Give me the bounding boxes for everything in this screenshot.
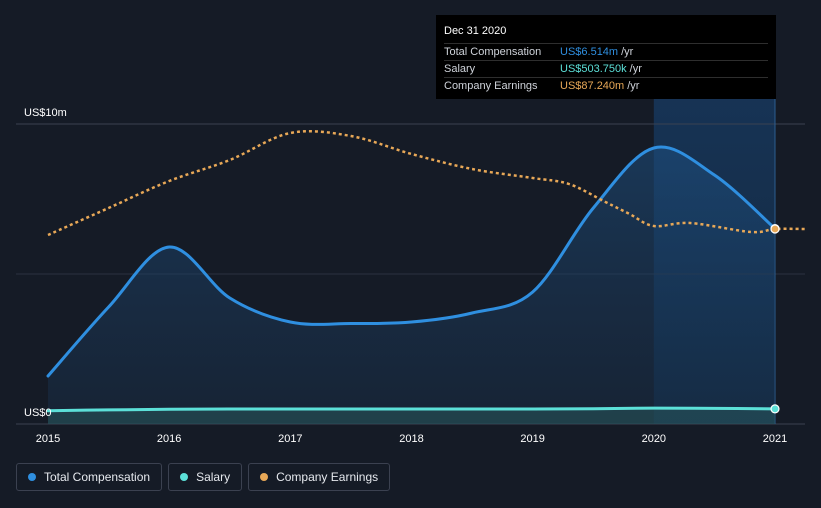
legend-label: Company Earnings (276, 470, 379, 484)
legend-item-company-earnings[interactable]: Company Earnings (248, 463, 391, 491)
tooltip-label: Salary (444, 63, 476, 75)
x-tick-label: 2015 (36, 433, 60, 445)
x-tick-label: 2018 (399, 433, 423, 445)
tooltip-date: Dec 31 2020 (444, 25, 507, 37)
data-tooltip: Dec 31 2020 Total Compensation US$6.514m… (436, 15, 776, 99)
legend-item-total-compensation[interactable]: Total Compensation (16, 463, 163, 491)
legend-label: Salary (196, 470, 231, 484)
tooltip-label: Company Earnings (444, 80, 538, 92)
tooltip-unit: /yr (629, 63, 642, 75)
salary-line (46, 406, 777, 413)
company-earnings-marker (770, 224, 780, 234)
company-earnings-line (47, 130, 806, 237)
tooltip-row-company-earnings: Company Earnings US$87.240m /yr (444, 77, 768, 94)
salary-marker (770, 404, 780, 414)
y-tick-label: US$0 (24, 407, 52, 419)
legend-dot-icon (260, 473, 269, 481)
tooltip-value: US$503.750k (560, 63, 627, 75)
x-tick-label: 2020 (642, 433, 666, 445)
tooltip-unit: /yr (627, 80, 640, 92)
total-compensation-line (46, 145, 777, 378)
legend-dot-icon (180, 473, 189, 481)
total-compensation-area (48, 147, 775, 424)
tooltip-row-total-compensation: Total Compensation US$6.514m /yr (444, 43, 768, 60)
tooltip-value: US$6.514m (560, 46, 619, 58)
x-tick-label: 2017 (278, 433, 302, 445)
legend-item-salary[interactable]: Salary (168, 463, 243, 491)
tooltip-value: US$87.240m (560, 80, 625, 92)
tooltip-label: Total Compensation (444, 46, 542, 58)
legend-dot-icon (28, 473, 36, 481)
x-tick-label: 2021 (763, 433, 787, 445)
chart-legend: Total Compensation Salary Company Earnin… (16, 463, 391, 491)
salary-area (48, 408, 775, 424)
legend-label: Total Compensation (44, 470, 151, 484)
x-tick-label: 2019 (520, 433, 544, 445)
y-tick-label: US$10m (24, 107, 67, 119)
tooltip-unit: /yr (621, 46, 634, 58)
x-tick-label: 2016 (157, 433, 181, 445)
tooltip-row-salary: Salary US$503.750k /yr (444, 60, 768, 77)
